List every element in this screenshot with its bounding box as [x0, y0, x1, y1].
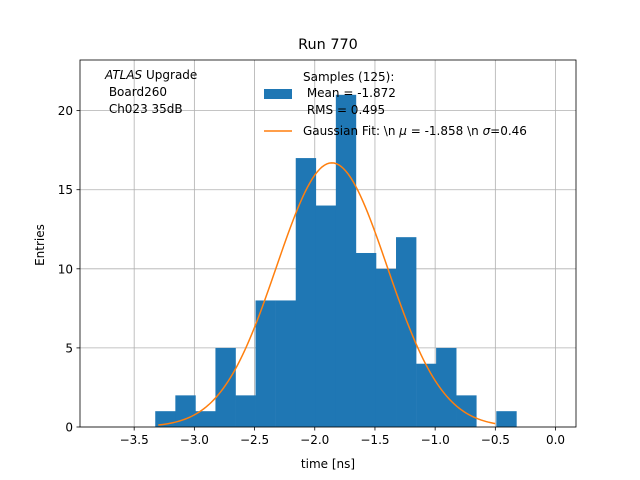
histogram-bar — [416, 363, 437, 427]
x-tick-label: −2.0 — [300, 433, 329, 447]
y-tick-label: 20 — [58, 104, 73, 118]
gaussian-fit-curve — [158, 162, 496, 426]
y-axis-label: Entries — [33, 224, 47, 266]
x-tick-label: 0.0 — [546, 433, 565, 447]
histogram-bar — [396, 237, 417, 427]
legend-fit-label: Gaussian Fit: \n μ = -1.858 \n σ=0.46 — [303, 124, 527, 138]
annotation-atlas: ATLAS — [104, 68, 143, 82]
histogram-bar — [335, 94, 357, 427]
x-tick-label: −2.5 — [240, 433, 269, 447]
atlas-annotation: ATLAS Upgrade Board260 Ch023 35dB — [104, 68, 197, 116]
histogram-bar — [436, 347, 457, 427]
histogram-bar — [255, 300, 276, 427]
annotation-upgrade: Upgrade — [142, 68, 197, 82]
fit-label-part-1: Gaussian Fit: \n — [303, 124, 399, 138]
histogram-bar — [215, 347, 236, 427]
histogram-bar — [235, 395, 256, 427]
histogram-bar — [275, 300, 296, 427]
legend-hist-line-2: Mean = -1.872 — [303, 86, 396, 100]
x-tick-label: −1.0 — [421, 433, 450, 447]
histogram-bar — [295, 158, 317, 428]
histogram-bar — [355, 252, 377, 427]
histogram-bar — [175, 395, 196, 427]
histogram-bar — [456, 395, 477, 427]
x-axis-ticks: −3.5 −3.0 −2.5 −2.0 −1.5 −1.0 −0.5 0.0 — [120, 427, 565, 447]
fit-label-mu: μ — [398, 124, 407, 138]
legend-hist-line-1: Samples (125): — [303, 70, 394, 84]
histogram-bars — [155, 94, 517, 428]
y-axis-ticks: 0 5 10 15 20 — [58, 104, 80, 435]
y-tick-label: 15 — [58, 183, 73, 197]
histogram-bar — [315, 205, 337, 427]
y-tick-label: 10 — [58, 262, 73, 276]
fit-label-part-2: = -1.858 \n — [407, 124, 483, 138]
legend-hist-swatch — [264, 89, 292, 99]
x-tick-label: −3.0 — [180, 433, 209, 447]
chart-title: Run 770 — [298, 37, 358, 53]
fit-label-sigma: σ — [483, 124, 491, 138]
x-tick-label: −0.5 — [481, 433, 510, 447]
x-axis-label: time [ns] — [301, 457, 355, 471]
y-tick-label: 5 — [65, 341, 73, 355]
histogram-bar — [375, 268, 397, 427]
histogram-bar — [195, 411, 216, 427]
annotation-line-3: Ch023 35dB — [105, 102, 183, 116]
axes-frame — [79, 59, 577, 428]
legend: Samples (125): Mean = -1.872 RMS = 0.495… — [264, 70, 527, 138]
fit-label-part-3: =0.46 — [490, 124, 527, 138]
histogram-bar — [496, 411, 517, 427]
annotation-line-2: Board260 — [105, 85, 167, 99]
legend-hist-line-3: RMS = 0.495 — [303, 103, 385, 117]
annotation-line-1: ATLAS Upgrade — [104, 68, 197, 82]
x-tick-label: −3.5 — [120, 433, 149, 447]
y-tick-label: 0 — [65, 421, 73, 435]
x-tick-label: −1.5 — [360, 433, 389, 447]
